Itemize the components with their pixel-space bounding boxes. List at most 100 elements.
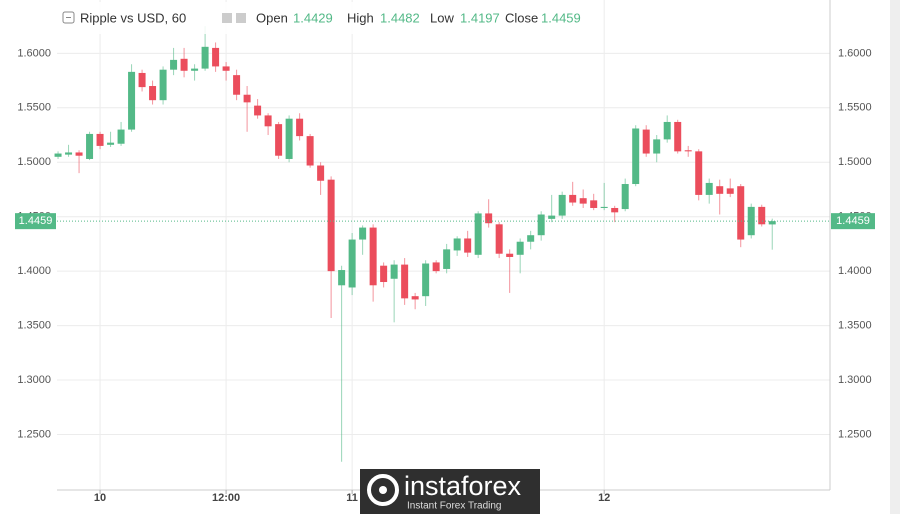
legend-label: Low bbox=[430, 10, 454, 25]
watermark-tagline: Instant Forex Trading bbox=[407, 501, 502, 512]
candle-body bbox=[495, 224, 503, 254]
settings-icon[interactable] bbox=[222, 13, 232, 23]
y-tick-label-right: 1.5000 bbox=[838, 156, 872, 168]
candle-body bbox=[621, 184, 629, 210]
candle-body bbox=[254, 105, 262, 116]
candle-body bbox=[380, 265, 388, 283]
candle-body bbox=[537, 214, 545, 236]
candle-body bbox=[453, 238, 461, 251]
candle-body bbox=[506, 253, 514, 257]
y-tick-label: 1.3500 bbox=[17, 319, 51, 331]
candle-body bbox=[285, 118, 293, 159]
candle-body bbox=[432, 262, 440, 272]
watermark-brand: instaforex bbox=[404, 471, 522, 501]
y-tick-label-right: 1.4000 bbox=[838, 265, 872, 277]
candle-body bbox=[107, 142, 115, 145]
y-tick-label: 1.5500 bbox=[17, 102, 51, 114]
candle-body bbox=[264, 115, 272, 127]
y-tick-label: 1.2500 bbox=[17, 428, 51, 440]
candle-body bbox=[590, 200, 598, 208]
candle-body bbox=[243, 94, 251, 103]
candles bbox=[54, 26, 776, 462]
candle-body bbox=[170, 59, 178, 70]
candle-body bbox=[306, 136, 314, 166]
candle-body bbox=[212, 47, 220, 67]
candle-body bbox=[474, 213, 482, 255]
candle-body bbox=[348, 239, 356, 288]
legend-label: High bbox=[347, 10, 374, 25]
legend-value: 1.4197 bbox=[460, 10, 500, 25]
candle-body bbox=[149, 86, 157, 101]
candle-body bbox=[369, 227, 377, 286]
candle-body bbox=[758, 206, 766, 225]
x-tick-label: 12:00 bbox=[212, 492, 240, 504]
watermark-logo-core bbox=[379, 486, 387, 494]
x-tick-label: 12 bbox=[598, 492, 610, 504]
candle-body bbox=[747, 206, 755, 236]
candle-body bbox=[653, 139, 661, 154]
candle-body bbox=[138, 72, 146, 88]
last-price-box-left bbox=[15, 213, 56, 230]
candle-body bbox=[642, 129, 650, 154]
y-tick-label-right: 1.6000 bbox=[838, 47, 872, 59]
legend-label: Close bbox=[505, 10, 538, 25]
y-tick-label-right: 1.3500 bbox=[838, 319, 872, 331]
candle-body bbox=[159, 69, 167, 101]
y-tick-label: 1.3000 bbox=[17, 374, 51, 386]
ohlc-legend: Open 1.4429 High 1.4482 Low 1.4197 Close 1.4459 bbox=[256, 10, 581, 25]
candle-body bbox=[443, 249, 451, 269]
candle-body bbox=[558, 194, 566, 216]
y-tick-label-right: 1.3000 bbox=[838, 374, 872, 386]
candle-body bbox=[611, 207, 619, 213]
collapse-icon[interactable] bbox=[62, 11, 75, 24]
y-tick-label: 1.5000 bbox=[17, 156, 51, 168]
candle-body bbox=[516, 241, 524, 255]
candle-body bbox=[464, 238, 472, 253]
candle-body bbox=[359, 227, 367, 240]
axes: 1.2500 1.2500 1.3000 1.3000 1.3500 1.3500 1.40… bbox=[15, 47, 875, 504]
candle-body bbox=[75, 152, 83, 156]
candle-body bbox=[695, 151, 703, 195]
watermark-logo bbox=[367, 474, 399, 506]
candle-body bbox=[338, 270, 346, 286]
candle-body bbox=[674, 121, 682, 152]
candle-body bbox=[726, 188, 734, 194]
candle-body bbox=[117, 129, 125, 144]
candle-body bbox=[768, 221, 776, 225]
hide-icon[interactable] bbox=[236, 13, 246, 23]
side-strip bbox=[890, 0, 900, 514]
legend-label: Open bbox=[256, 10, 288, 25]
candle-body bbox=[128, 71, 136, 130]
candle-body bbox=[684, 150, 692, 152]
last-price-label-left: 1.4459 bbox=[19, 215, 53, 227]
candle-body bbox=[411, 296, 419, 300]
candle-body bbox=[275, 124, 283, 156]
header-bg bbox=[56, 2, 596, 34]
candle-body bbox=[579, 198, 587, 204]
legend-value: 1.4459 bbox=[541, 10, 581, 25]
candle-body bbox=[233, 75, 241, 95]
candle-body bbox=[737, 186, 745, 240]
candle-body bbox=[86, 133, 94, 159]
candle-body bbox=[663, 121, 671, 140]
y-tick-label-right: 1.5500 bbox=[838, 102, 872, 114]
candle-body bbox=[422, 263, 430, 297]
watermark: instaforex Instant Forex Trading bbox=[360, 469, 540, 514]
candle-body bbox=[191, 68, 199, 71]
candle-body bbox=[201, 46, 209, 69]
candle-body bbox=[485, 213, 493, 224]
candle-body bbox=[632, 128, 640, 185]
candle-body bbox=[65, 152, 73, 155]
candle-body bbox=[600, 206, 608, 208]
legend-value: 1.4429 bbox=[293, 10, 333, 25]
candle-body bbox=[54, 153, 62, 157]
y-tick-label-right: 1.2500 bbox=[838, 428, 872, 440]
candle-body bbox=[390, 264, 398, 279]
legend-value: 1.4482 bbox=[380, 10, 420, 25]
x-tick-label: 10 bbox=[94, 492, 106, 504]
chart-title: Ripple vs USD, 60 bbox=[80, 10, 186, 25]
x-tick-label: 11 bbox=[346, 492, 358, 504]
candle-body bbox=[317, 165, 325, 181]
candle-body bbox=[527, 235, 535, 242]
last-price-label-right: 1.4459 bbox=[836, 215, 870, 227]
